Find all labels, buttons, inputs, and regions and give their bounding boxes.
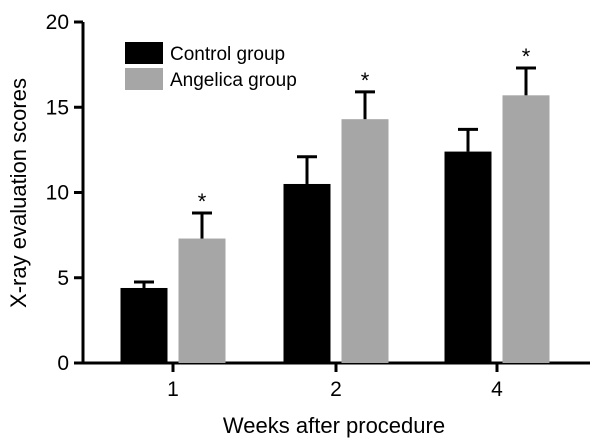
y-tick-label: 0 <box>57 352 69 375</box>
significance-marker: * <box>361 68 370 93</box>
x-tick-label: 1 <box>167 378 179 401</box>
y-tick-label: 20 <box>46 11 69 34</box>
bar <box>341 119 389 363</box>
legend-swatch-angelica <box>125 68 163 90</box>
bar <box>444 151 492 363</box>
significance-marker: * <box>198 189 207 214</box>
bar <box>283 183 331 363</box>
bar <box>502 95 550 363</box>
x-tick-label: 2 <box>330 378 342 401</box>
legend-label-angelica: Angelica group <box>170 70 297 91</box>
y-tick-label: 10 <box>46 182 69 205</box>
legend-swatch-control <box>125 42 163 64</box>
y-axis-title: X-ray evaluation scores <box>6 78 31 308</box>
bar <box>178 238 226 363</box>
significance-marker: * <box>522 44 531 69</box>
plot-area: 0 5 10 15 20 1 * 2 * 4 * <box>46 11 590 401</box>
y-tick-label: 15 <box>46 96 69 119</box>
y-tick-label: 5 <box>57 267 69 290</box>
legend-label-control: Control group <box>170 44 285 65</box>
x-axis-title: Weeks after procedure <box>223 413 445 438</box>
bar <box>120 287 168 363</box>
legend: Control group Angelica group <box>125 42 297 91</box>
x-tick-label: 4 <box>491 378 503 401</box>
